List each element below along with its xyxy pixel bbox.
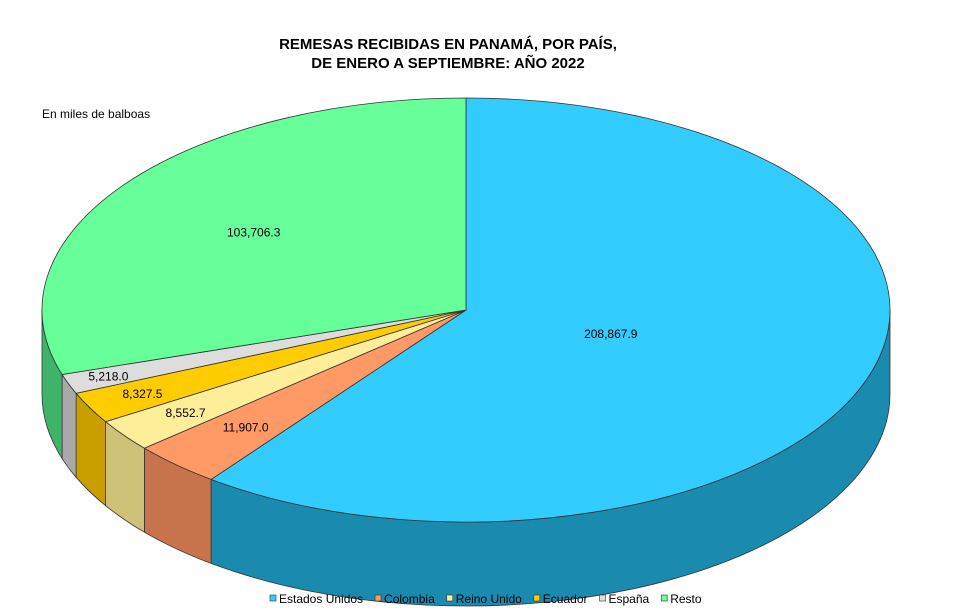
legend-swatch [599, 594, 606, 602]
chart-title-line-2: DE ENERO A SEPTIEMBRE: AÑO 2022 [311, 54, 584, 72]
legend-label: Estados Unidos [279, 592, 363, 606]
data-label-resto: 103,706.3 [227, 225, 281, 239]
legend-label: Ecuador [543, 592, 588, 606]
legend-label: Resto [670, 592, 702, 606]
legend-swatch [533, 594, 541, 602]
data-label-estados-unidos: 208,867.9 [584, 327, 638, 341]
legend-item-colombia: Colombia [374, 592, 435, 606]
pie-slice-estados-unidos [210, 97, 891, 523]
chart-title: REMESAS RECIBIDAS EN PANAMÁ, POR PAÍS, D… [279, 36, 617, 72]
legend-item-resto: Resto [660, 592, 702, 606]
chart-title-line-1: REMESAS RECIBIDAS EN PANAMÁ, POR PAÍS, [279, 36, 617, 53]
legend-swatch [660, 594, 668, 602]
legend-item-estados-unidos: Estados Unidos [269, 592, 363, 606]
legend-swatch [446, 594, 454, 602]
chart-subtitle: En miles de balboas [42, 107, 150, 121]
legend-item-reino-unido: Reino Unido [446, 592, 522, 606]
legend-item-ecuador: Ecuador [533, 592, 588, 606]
legend-label: Colombia [384, 592, 435, 606]
legend: Estados Unidos Colombia Reino Unido Ecuador… [269, 592, 702, 606]
legend-label: Reino Unido [456, 592, 522, 606]
data-label-españa: 5,218.0 [88, 370, 128, 384]
legend-label: España [609, 592, 650, 606]
pie-slice-resto [41, 97, 467, 375]
data-label-reino-unido: 8,552.7 [166, 406, 206, 420]
legend-item-españa: España [599, 592, 650, 606]
legend-swatch [269, 594, 277, 602]
legend-swatch [374, 594, 382, 602]
data-label-colombia: 11,907.0 [223, 421, 269, 435]
data-label-ecuador: 8,327.5 [122, 387, 162, 401]
